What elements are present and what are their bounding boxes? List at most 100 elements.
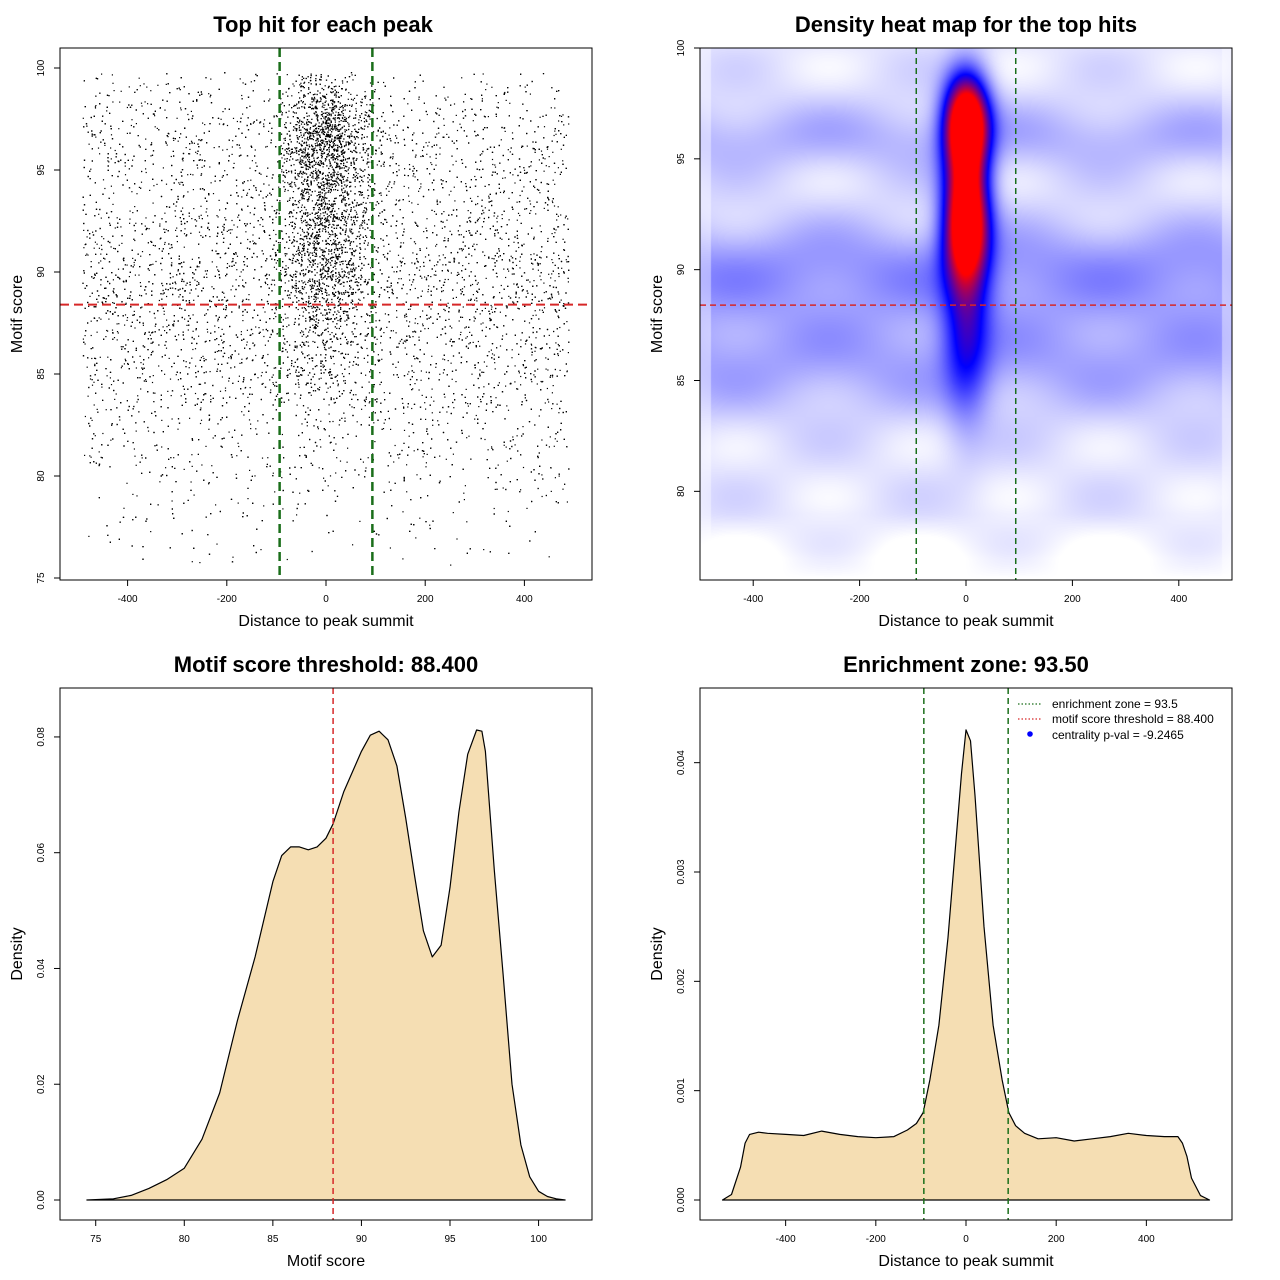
- scatter-point: [303, 157, 305, 159]
- scatter-point: [100, 244, 103, 246]
- scatter-point: [418, 389, 420, 391]
- scatter-point: [121, 242, 123, 244]
- scatter-point: [541, 381, 543, 383]
- scatter-point: [159, 107, 161, 109]
- scatter-point: [252, 234, 254, 236]
- scatter-point: [254, 242, 256, 244]
- scatter-point: [150, 342, 152, 344]
- scatter-point: [446, 219, 448, 221]
- scatter-point: [148, 357, 150, 359]
- scatter-point: [532, 314, 534, 317]
- scatter-point: [554, 171, 556, 174]
- scatter-point: [232, 556, 234, 558]
- scatter-point: [460, 234, 462, 236]
- scatter-point: [171, 262, 173, 264]
- scatter-point: [403, 429, 406, 431]
- scatter-point: [424, 276, 426, 278]
- scatter-point: [198, 266, 200, 268]
- scatter-point: [337, 91, 339, 94]
- scatter-point: [137, 395, 139, 397]
- scatter-point: [422, 310, 424, 312]
- scatter-point: [294, 147, 296, 149]
- scatter-point: [461, 276, 463, 279]
- scatter-point: [504, 130, 506, 132]
- scatter-point: [97, 147, 100, 149]
- scatter-point: [144, 101, 146, 103]
- scatter-point: [290, 221, 292, 224]
- scatter-point: [87, 395, 89, 397]
- scatter-point: [455, 114, 457, 116]
- scatter-point: [412, 252, 414, 254]
- scatter-point: [264, 344, 266, 346]
- scatter-point: [285, 91, 287, 93]
- scatter-point: [242, 314, 244, 316]
- scatter-point: [554, 438, 556, 440]
- scatter-point: [144, 225, 146, 227]
- scatter-point: [540, 150, 543, 152]
- scatter-point: [489, 200, 492, 203]
- scatter-point: [181, 279, 184, 281]
- scatter-point: [214, 325, 216, 327]
- scatter-point: [262, 225, 264, 227]
- scatter-point: [267, 284, 269, 286]
- scatter-point: [262, 307, 264, 309]
- scatter-point: [202, 355, 204, 357]
- scatter-point: [149, 334, 151, 336]
- scatter-point: [335, 472, 337, 474]
- scatter-point: [414, 243, 417, 245]
- scatter-point: [169, 378, 172, 380]
- scatter-point: [398, 457, 400, 459]
- scatter-point: [482, 73, 484, 75]
- scatter-point: [417, 323, 419, 325]
- scatter-point: [409, 308, 411, 310]
- scatter-point: [381, 358, 383, 360]
- scatter-point: [338, 121, 340, 123]
- scatter-point: [159, 223, 161, 225]
- scatter-point: [362, 201, 364, 204]
- scatter-point: [396, 316, 398, 318]
- scatter-point: [544, 158, 546, 160]
- scatter-point: [423, 231, 425, 233]
- scatter-point: [216, 215, 218, 217]
- scatter-point: [145, 379, 147, 381]
- scatter-point: [536, 262, 539, 264]
- scatter-point: [307, 160, 309, 163]
- scatter-point: [542, 380, 544, 383]
- scatter-point: [100, 318, 102, 320]
- scatter-point: [179, 137, 181, 139]
- scatter-point: [533, 280, 535, 282]
- scatter-point: [547, 197, 549, 199]
- scatter-point: [314, 213, 316, 215]
- scatter-point: [99, 356, 101, 358]
- scatter-point: [295, 280, 297, 282]
- scatter-point: [508, 259, 511, 261]
- scatter-point: [497, 102, 499, 104]
- scatter-point: [400, 278, 402, 280]
- scatter-point: [557, 226, 559, 228]
- scatter-point: [152, 244, 154, 246]
- scatter-point: [180, 109, 182, 111]
- scatter-point: [443, 308, 445, 310]
- scatter-point: [353, 160, 355, 162]
- scatter-point: [457, 271, 459, 274]
- scatter-point: [334, 149, 336, 151]
- scatter-point: [407, 103, 409, 105]
- scatter-point: [496, 221, 498, 223]
- scatter-point: [129, 222, 131, 224]
- scatter-point: [393, 461, 395, 463]
- scatter-point: [185, 361, 187, 363]
- scatter-point: [262, 197, 264, 199]
- scatter-point: [140, 102, 143, 104]
- scatter-point: [211, 286, 213, 288]
- scatter-point: [522, 426, 524, 428]
- scatter-point: [558, 120, 560, 122]
- scatter-point: [395, 232, 397, 234]
- scatter-point: [299, 292, 301, 294]
- scatter-point: [543, 307, 546, 309]
- scatter-point: [367, 166, 370, 168]
- scatter-point: [424, 402, 426, 404]
- scatter-point: [424, 256, 427, 258]
- scatter-point: [508, 295, 510, 297]
- scatter-point: [213, 147, 215, 149]
- scatter-point: [485, 89, 487, 91]
